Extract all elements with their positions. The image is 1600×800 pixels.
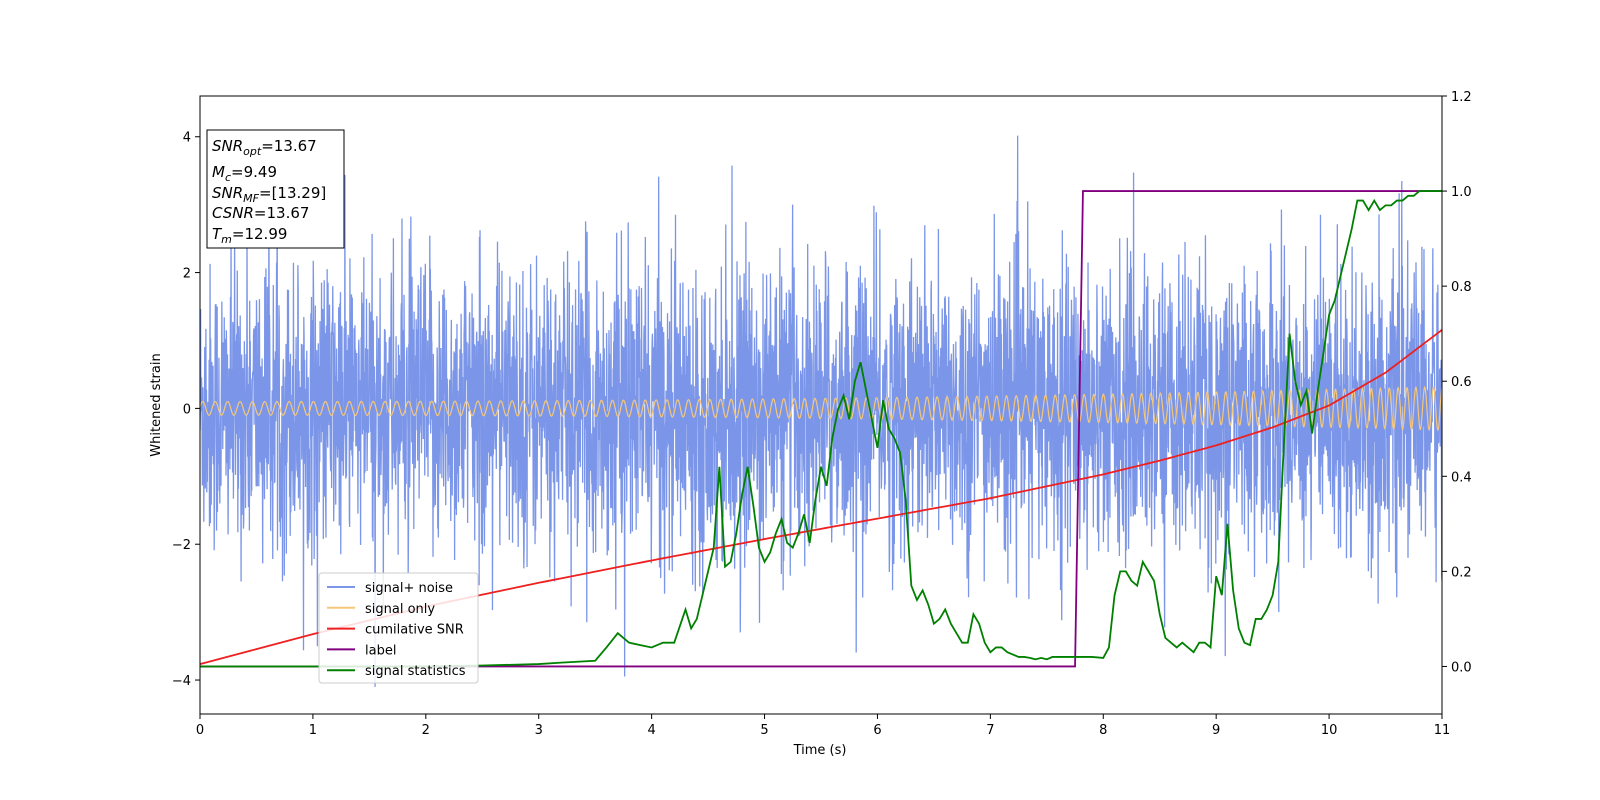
- legend-label-signal-noise: signal+ noise: [365, 581, 453, 596]
- x-tick-label: 5: [760, 723, 768, 738]
- y-left-tick-label: 2: [183, 267, 191, 282]
- y-right-tick-label: 0.0: [1451, 660, 1472, 675]
- legend-frame: [318, 572, 479, 684]
- x-tick-label: 2: [422, 723, 430, 738]
- y-axis-left: 4 2 0 −2 −4: [172, 131, 200, 689]
- y-right-tick-label: 1.2: [1451, 90, 1472, 105]
- series-signal-statistics-line: [200, 190, 1442, 668]
- x-tick-label: 11: [1434, 723, 1451, 738]
- x-tick-label: 1: [309, 723, 317, 738]
- x-axis: 0 1 2 3 4 5 6 7 8 9 10 11: [196, 714, 1450, 738]
- info-snr-mf: SNRMF=[13.29]: [212, 184, 326, 205]
- legend-label-signal-only: signal only: [365, 602, 435, 617]
- y-left-tick-label: −4: [172, 674, 191, 689]
- x-tick-label: 9: [1212, 723, 1220, 738]
- x-tick-label: 6: [873, 723, 881, 738]
- x-tick-label: 4: [647, 723, 655, 738]
- series-label-line: [200, 190, 1442, 668]
- y-left-tick-label: −2: [172, 538, 191, 553]
- info-csnr: CSNR=13.67: [212, 204, 309, 222]
- y-right-tick-label: 0.2: [1451, 565, 1472, 580]
- x-tick-label: 0: [196, 723, 204, 738]
- y-right-tick-label: 1.0: [1451, 185, 1472, 200]
- x-tick-label: 3: [535, 723, 543, 738]
- y-right-tick-label: 0.4: [1451, 470, 1472, 485]
- x-axis-label: Time (s): [793, 743, 847, 758]
- x-tick-label: 8: [1099, 723, 1107, 738]
- y-right-tick-label: 0.6: [1451, 375, 1472, 390]
- y-left-tick-label: 4: [183, 131, 191, 146]
- info-tm: Tm=12.99: [212, 225, 287, 246]
- legend-label-label: label: [365, 643, 396, 658]
- x-tick-label: 10: [1321, 723, 1338, 738]
- series-signal-noise-line: [200, 135, 1442, 687]
- info-box: SNRopt=13.67 Mc=9.49 SNRMF=[13.29] CSNR=…: [206, 129, 345, 249]
- y-right-tick-label: 0.8: [1451, 280, 1472, 295]
- x-tick-label: 7: [986, 723, 994, 738]
- info-mc: Mc=9.49: [212, 163, 277, 184]
- legend-label-cumilative-snr: cumilative SNR: [365, 623, 464, 638]
- legend-label-signal-statistics: signal statistics: [365, 664, 466, 679]
- info-box-frame: [206, 129, 345, 249]
- y-axis-right: 1.2 1.0 0.8 0.6 0.4 0.2 0.0: [1442, 90, 1472, 675]
- legend: signal+ noise signal only cumilative SNR la…: [318, 572, 479, 684]
- series-signal-only-line: [200, 385, 1442, 432]
- plot-frame: [199, 95, 1443, 715]
- info-snr-opt: SNRopt=13.67: [212, 137, 317, 158]
- y-left-tick-label: 0: [183, 402, 191, 417]
- y-axis-label: Whitened strain: [149, 353, 164, 456]
